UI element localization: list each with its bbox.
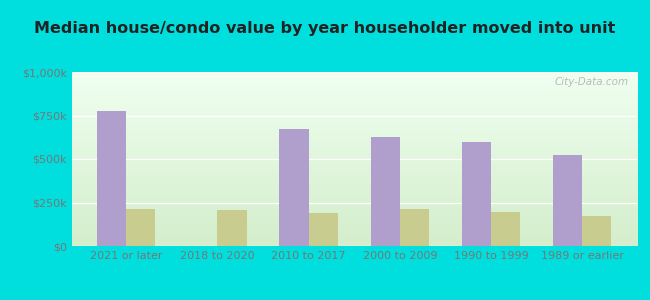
Bar bbox=[126, 208, 155, 246]
Bar bbox=[309, 213, 338, 246]
Bar bbox=[218, 210, 246, 246]
Bar bbox=[462, 142, 491, 246]
Bar bbox=[370, 137, 400, 246]
Bar bbox=[400, 209, 429, 246]
Bar bbox=[491, 212, 520, 246]
Bar bbox=[553, 155, 582, 246]
Bar bbox=[97, 111, 126, 246]
Bar bbox=[582, 216, 612, 246]
Bar bbox=[280, 128, 309, 246]
Text: City-Data.com: City-Data.com bbox=[554, 77, 629, 87]
Text: Median house/condo value by year householder moved into unit: Median house/condo value by year househo… bbox=[34, 21, 616, 36]
